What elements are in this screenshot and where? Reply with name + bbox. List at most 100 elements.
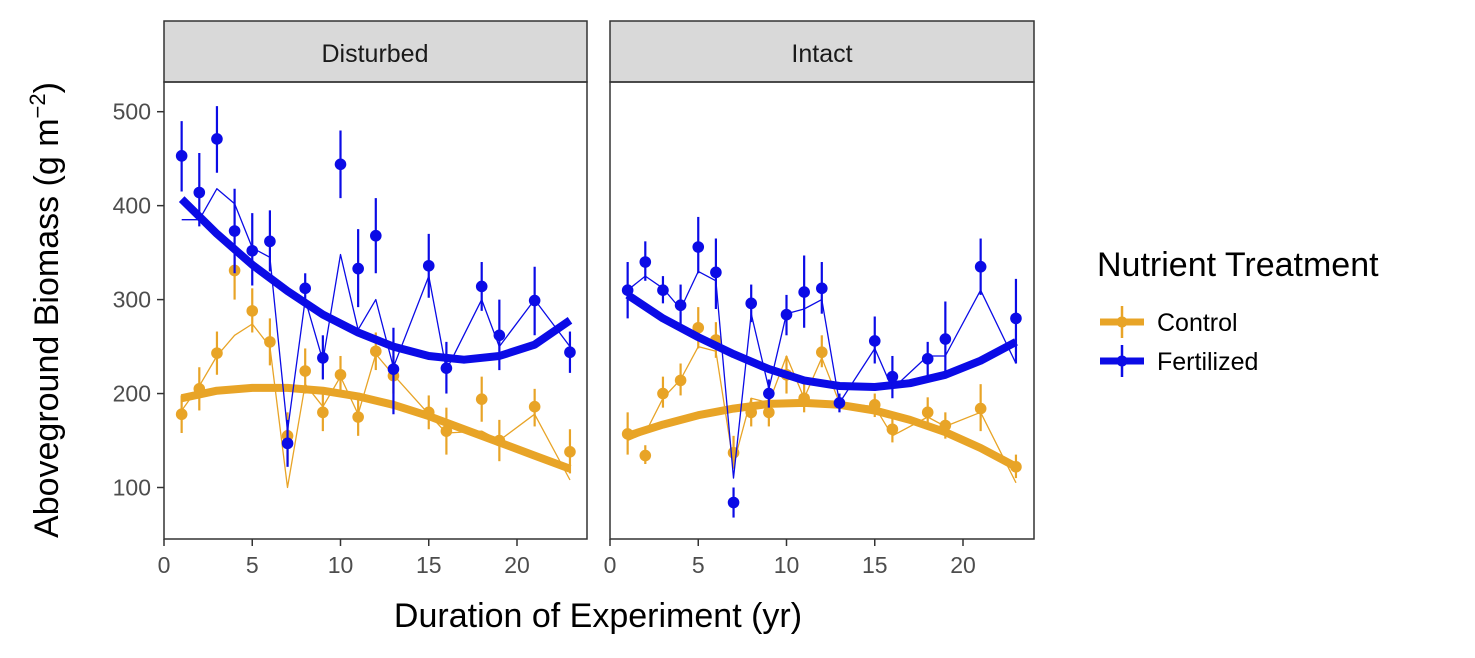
data-point-fertilized: [528, 294, 541, 307]
data-point-control: [440, 425, 453, 437]
data-point-fertilized: [387, 363, 400, 375]
x-tick-label: 10: [774, 552, 800, 578]
data-point-control: [974, 402, 987, 415]
data-point-fertilized: [317, 352, 329, 364]
panel-border-disturbed: [163, 81, 588, 540]
data-point-control: [246, 305, 259, 317]
data-point-fertilized: [422, 259, 435, 272]
x-tick-label: 5: [692, 552, 705, 578]
data-point-control: [493, 434, 506, 447]
strip-label-intact: Intact: [791, 40, 852, 68]
data-point-control: [528, 400, 541, 413]
data-point-fertilized: [299, 282, 312, 295]
x-tick-label: 20: [504, 552, 530, 578]
data-point-fertilized: [370, 229, 382, 242]
data-point-control: [886, 423, 899, 436]
data-point-fertilized: [833, 397, 846, 409]
data-point-fertilized: [193, 186, 206, 199]
legend-entry-control: Control: [1100, 306, 1238, 338]
data-point-fertilized: [939, 333, 952, 345]
data-point-fertilized: [657, 284, 669, 297]
data-point-fertilized: [727, 496, 740, 509]
x-tick-label: 0: [604, 552, 617, 578]
data-point-fertilized: [710, 266, 722, 279]
x-axis-title: Duration of Experiment (yr): [394, 597, 802, 635]
data-point-fertilized: [745, 297, 757, 310]
data-point-control: [921, 406, 934, 419]
data-point-control: [175, 408, 188, 421]
data-point-control: [745, 406, 757, 419]
data-point-control: [798, 392, 810, 405]
data-point-control: [193, 383, 206, 395]
data-point-fertilized: [1010, 312, 1022, 325]
strip-background: [609, 20, 1035, 83]
data-point-control: [763, 406, 775, 419]
data-point-fertilized: [475, 280, 488, 293]
data-point-control: [422, 406, 435, 419]
strip-intact: Intact: [609, 20, 1035, 83]
data-point-control: [868, 399, 881, 411]
y-tick-label: 300: [113, 287, 151, 313]
data-point-control: [674, 374, 687, 387]
data-point-fertilized: [639, 256, 652, 268]
data-point-control: [317, 406, 329, 419]
quadratic-fit-control: [626, 398, 1018, 471]
legend-key-point-control: [1116, 316, 1128, 328]
legend-key-point-fertilized: [1116, 355, 1128, 367]
x-tick-label: 15: [862, 552, 888, 578]
data-point-fertilized: [352, 262, 364, 275]
quadratic-fit-fertilized: [625, 291, 1018, 391]
strip-disturbed: Disturbed: [163, 20, 588, 83]
legend-entry-fertilized: Fertilized: [1100, 345, 1258, 377]
data-point-fertilized: [674, 299, 687, 312]
data-point-fertilized: [228, 225, 241, 237]
data-point-control: [475, 393, 488, 405]
data-point-control: [264, 336, 276, 348]
data-point-control: [621, 428, 634, 440]
data-point-fertilized: [440, 362, 453, 374]
data-point-control: [564, 445, 576, 458]
data-point-control: [352, 411, 364, 423]
y-axis-title-main: Aboveground Biomass (g m: [28, 118, 66, 538]
x-tick-label: 15: [416, 552, 442, 578]
data-point-fertilized: [886, 370, 899, 383]
strip-label-disturbed: Disturbed: [322, 40, 429, 68]
legend: Nutrient Treatment Control Fertilized: [1097, 246, 1379, 377]
data-point-fertilized: [763, 387, 775, 400]
legend-label-fertilized: Fertilized: [1157, 348, 1258, 376]
data-point-control: [816, 346, 828, 359]
x-axis-disturbed: 0 5 10 15 20: [158, 539, 530, 578]
data-point-fertilized: [175, 150, 188, 162]
legend-title: Nutrient Treatment: [1097, 246, 1379, 284]
quadratic-fit-control: [180, 383, 572, 473]
data-point-fertilized: [974, 260, 987, 273]
data-point-fertilized: [868, 335, 881, 347]
y-tick-label: 200: [113, 381, 151, 407]
data-point-fertilized: [692, 241, 705, 253]
strip-background: [163, 20, 588, 83]
y-axis-title-close: ): [28, 82, 66, 93]
data-point-control: [299, 365, 312, 377]
data-point-fertilized: [816, 282, 828, 295]
y-axis-title: Aboveground Biomass (g m−2): [25, 82, 66, 538]
x-tick-label: 10: [328, 552, 354, 578]
quadratic-fit-fertilized: [178, 196, 573, 364]
data-point-fertilized: [564, 346, 576, 359]
x-axis-intact: 0 5 10 15 20: [604, 539, 976, 578]
data-point-fertilized: [281, 437, 294, 450]
x-tick-label: 5: [246, 552, 259, 578]
data-point-fertilized: [921, 352, 934, 365]
data-point-control: [939, 419, 952, 432]
panel-border-intact: [609, 81, 1035, 540]
data-point-control: [657, 387, 669, 400]
y-tick-label: 100: [113, 475, 151, 501]
y-axis-title-superscript: −2: [25, 93, 50, 118]
data-point-fertilized: [246, 244, 259, 257]
y-axis: 100 200 300 400 500: [113, 99, 164, 501]
data-point-fertilized: [211, 133, 223, 145]
panel-intact: [621, 216, 1022, 518]
legend-label-control: Control: [1157, 309, 1238, 337]
panel-disturbed: [175, 106, 576, 489]
